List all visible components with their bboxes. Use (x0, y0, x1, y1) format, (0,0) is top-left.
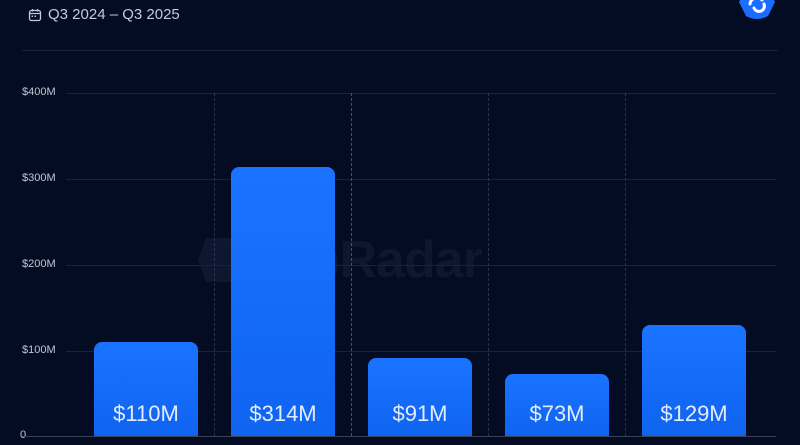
y-tick-300: $300M (22, 172, 56, 184)
appradar-logo-icon (739, 0, 775, 19)
bar-1[interactable]: $110M (94, 342, 198, 436)
bar-value-label: $110M (113, 401, 179, 426)
gridline-100 (66, 351, 776, 352)
y-tick-100: $100M (22, 344, 56, 356)
gridline-300 (66, 179, 776, 180)
bar-value-label: $129M (660, 401, 728, 426)
y-tick-400: $400M (22, 86, 56, 98)
column-divider (351, 93, 352, 436)
date-range-header: Q3 2024 – Q3 2025 (28, 6, 180, 23)
date-range-text: Q3 2024 – Q3 2025 (48, 6, 180, 23)
bar-value-label: $91M (392, 401, 448, 426)
column-divider (625, 93, 626, 436)
bar-value-label: $73M (529, 401, 585, 426)
header-divider (22, 50, 778, 51)
bar-4[interactable]: $73M (505, 374, 609, 436)
y-tick-0: 0 (20, 429, 27, 441)
x-axis-baseline (22, 436, 776, 437)
bar-5[interactable]: $129M (642, 325, 746, 436)
gridline-200 (66, 265, 776, 266)
column-divider (488, 93, 489, 436)
gridline-400 (66, 93, 776, 94)
calendar-icon (28, 8, 42, 21)
bar-value-label: $314M (249, 401, 317, 426)
bar-2[interactable]: $314M (231, 167, 335, 436)
y-tick-200: $200M (22, 258, 56, 270)
column-divider (214, 93, 215, 436)
bar-3[interactable]: $91M (368, 358, 472, 436)
